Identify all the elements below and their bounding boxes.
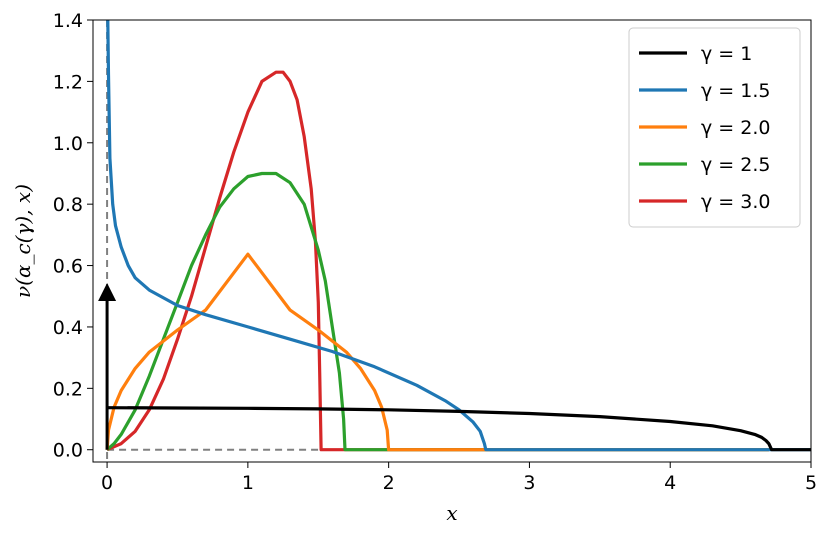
series-line-4 xyxy=(106,171,769,452)
y-tick-label: 0.2 xyxy=(53,378,83,400)
y-tick-label: 0.4 xyxy=(53,317,83,339)
reference-lines xyxy=(106,20,326,462)
y-tick-label: 0.0 xyxy=(53,440,83,462)
x-tick-label: 0 xyxy=(101,472,113,494)
x-axis-label: x xyxy=(446,501,457,525)
legend-label: γ = 1 xyxy=(701,43,752,65)
y-axis-label: ν(α_c(γ), x) xyxy=(11,184,35,298)
y-tick-label: 0.6 xyxy=(53,256,83,278)
y-tick-label: 1.2 xyxy=(53,71,83,93)
legend-label: γ = 2.0 xyxy=(701,117,770,139)
delta-arrow-head xyxy=(98,283,117,302)
x-tick-label: 3 xyxy=(523,472,535,494)
y-tick-label: 0.8 xyxy=(53,194,83,216)
legend-label: γ = 2.5 xyxy=(701,154,770,176)
legend-label: γ = 1.5 xyxy=(701,80,770,102)
y-tick-label: 1.0 xyxy=(53,133,83,155)
x-tick-label: 4 xyxy=(664,472,676,494)
series-line-1 xyxy=(107,406,811,452)
series-line-2 xyxy=(106,19,811,452)
x-tick-label: 1 xyxy=(242,472,254,494)
ticks-layer: 0 1 2 3 4 5 0.0 0.2 0.4 0.6 0.8 1.0 1.2 1.4 xyxy=(53,10,817,494)
x-tick-label: 2 xyxy=(383,472,395,494)
series-line-3 xyxy=(105,252,769,452)
legend: γ = 1 γ = 1.5 γ = 2.0 γ = 2.5 γ = 3.0 xyxy=(628,27,801,228)
series-lines xyxy=(98,19,811,452)
series-line-5 xyxy=(106,70,769,452)
x-tick-label: 5 xyxy=(805,472,817,494)
legend-label: γ = 3.0 xyxy=(701,191,770,213)
plot-frame xyxy=(92,19,812,463)
legend-box xyxy=(628,27,801,228)
y-tick-label: 1.4 xyxy=(53,10,83,32)
